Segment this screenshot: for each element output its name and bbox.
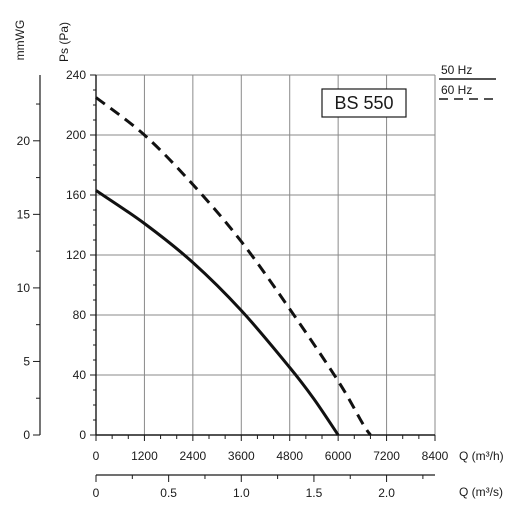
y-tick-label: 0 <box>79 428 86 442</box>
y-tick-label: 40 <box>73 368 87 382</box>
y2-tick-label: 0 <box>23 428 30 442</box>
chart-title: BS 550 <box>334 93 393 113</box>
y-tick-label: 240 <box>66 68 86 82</box>
x2-axis-label: Q (m³/s) <box>459 485 503 499</box>
y2-tick-label: 20 <box>17 134 31 148</box>
x2-tick-label: 1.0 <box>233 486 250 500</box>
x-tick-label: 4800 <box>276 449 303 463</box>
x2-tick-label: 0.5 <box>160 486 177 500</box>
y-axis-label: Ps (Pa) <box>57 22 71 62</box>
y-tick-label: 200 <box>66 128 86 142</box>
curves <box>95 96 372 436</box>
x-tick-label: 3600 <box>228 449 255 463</box>
y2-tick-label: 15 <box>17 207 31 221</box>
x-tick-label: 7200 <box>373 449 400 463</box>
x2-tick-label: 2.0 <box>378 486 395 500</box>
legend: 50 Hz 60 Hz <box>439 63 496 100</box>
x2-tick-label: 1.5 <box>306 486 323 500</box>
title-box: BS 550 <box>321 88 407 118</box>
secondary-y-axis: 0 5 10 15 20 <box>17 75 41 442</box>
y-tick-label: 80 <box>73 308 87 322</box>
x-tick-label: 8400 <box>422 449 449 463</box>
legend-label-50hz: 50 Hz <box>441 63 472 77</box>
y2-tick-label: 5 <box>23 354 30 368</box>
y-tick-label: 160 <box>66 188 86 202</box>
curve-60hz <box>95 96 372 436</box>
x-tick-label: 1200 <box>131 449 158 463</box>
grid <box>95 74 436 436</box>
legend-label-60hz: 60 Hz <box>441 83 472 97</box>
y2-tick-label: 10 <box>17 281 31 295</box>
x-axis-label: Q (m³/h) <box>459 449 504 463</box>
y-tick-label: 120 <box>66 248 86 262</box>
x-tick-label: 0 <box>93 449 100 463</box>
secondary-x-axis: 0 0.5 1.0 1.5 2.0 <box>93 474 435 500</box>
y2-axis-label: mmWG <box>13 20 27 61</box>
x-tick-label: 6000 <box>325 449 352 463</box>
curve-50hz <box>95 189 340 436</box>
x-tick-label: 2400 <box>180 449 207 463</box>
x2-tick-label: 0 <box>93 486 100 500</box>
